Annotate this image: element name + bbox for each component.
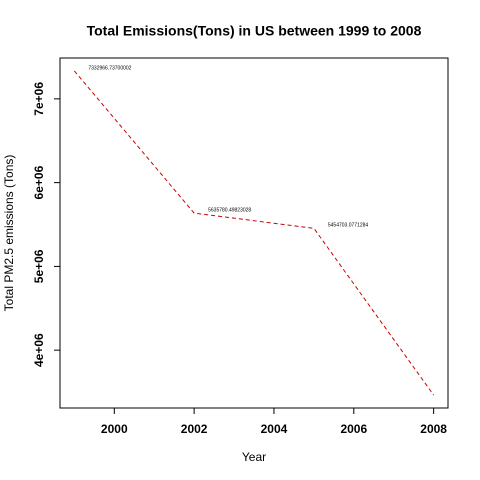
x-axis-label: Year [242,450,266,464]
x-tick-label: 2002 [181,422,208,436]
chart-title: Total Emissions(Tons) in US between 1999… [87,23,422,39]
y-tick-label: 5e+06 [32,249,46,283]
y-tick-label: 6e+06 [32,165,46,199]
x-tick-label: 2004 [261,422,288,436]
data-line [73,70,435,396]
y-tick-label: 4e+06 [32,333,46,367]
x-tick-label: 2006 [340,422,367,436]
data-label: 5454703.0771284 [328,223,369,229]
x-tick-label: 2000 [101,422,128,436]
x-tick-label: 2008 [420,422,447,436]
plot-frame [59,57,449,409]
y-axis-label: Total PM2.5 emissions (Tons) [2,155,16,312]
data-label: 5635780.49823028 [208,207,251,213]
y-tick-label: 7e+06 [32,82,46,116]
data-label: 7332966.73700002 [88,65,131,71]
